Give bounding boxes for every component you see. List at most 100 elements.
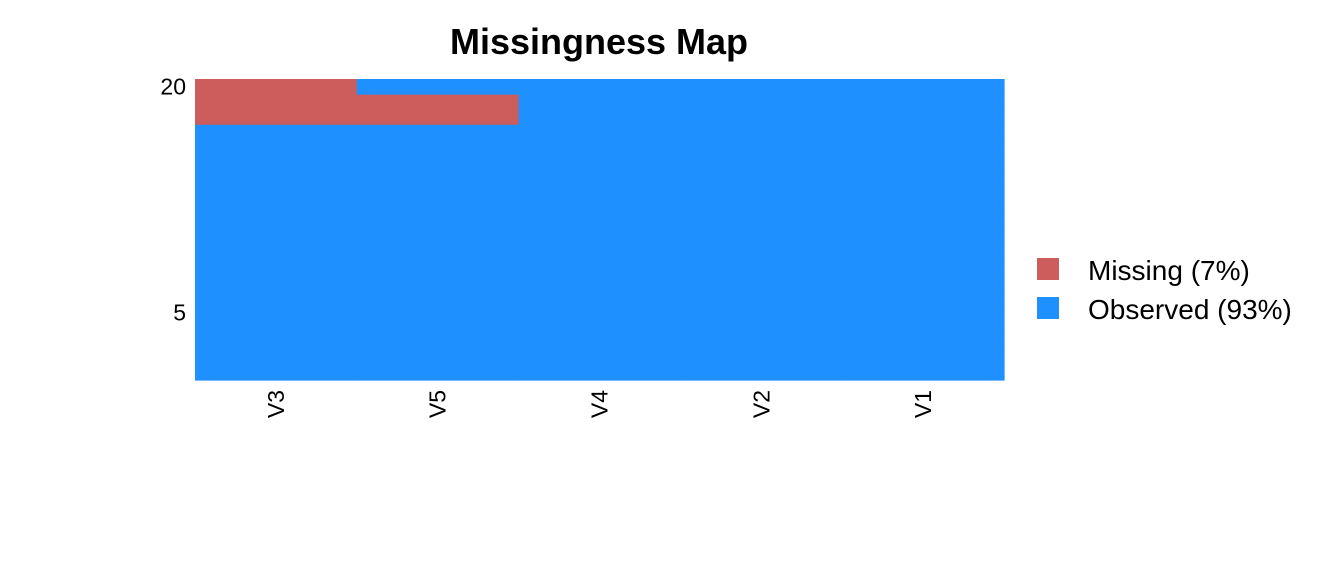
- x-tick-label-v3: V3: [263, 390, 289, 418]
- heatmap-cell-v5-row-8-observed: [356, 259, 520, 276]
- heatmap-cell-v1-row-7-observed: [842, 274, 1005, 291]
- heatmap-cell-v4-row-19-observed: [518, 94, 681, 110]
- heatmap-cell-v4-row-5-observed: [518, 304, 681, 321]
- heatmap-cell-v3-row-11-observed: [195, 214, 358, 231]
- heatmap-cell-v1-row-4-observed: [842, 319, 1005, 336]
- heatmap-cell-v3-row-15-observed: [195, 154, 358, 170]
- heatmap-cell-v5-row-12-observed: [356, 199, 520, 216]
- legend-label-missing: Missing (7%): [1088, 255, 1250, 286]
- heatmap-cell-v2-row-6-observed: [680, 289, 843, 306]
- heatmap-cell-v4-row-12-observed: [518, 199, 681, 216]
- heatmap-cell-v5-row-14-observed: [356, 169, 520, 185]
- heatmap-cell-v2-row-11-observed: [680, 214, 843, 231]
- heatmap-cell-v3-row-2-observed: [195, 349, 358, 366]
- heatmap-cell-v5-row-4-observed: [356, 319, 520, 336]
- heatmap-cell-v3-row-3-observed: [195, 334, 358, 351]
- x-axis-ticks: V3 V5 V4 V2 V1: [263, 390, 936, 418]
- heatmap-cell-v4-row-13-observed: [518, 184, 681, 200]
- heatmap-cell-v1-row-12-observed: [842, 199, 1005, 216]
- heatmap-cell-v1-row-1-observed: [842, 364, 1005, 381]
- heatmap-cell-v2-row-20-observed: [680, 79, 843, 95]
- heatmap-cell-v2-row-15-observed: [680, 154, 843, 170]
- heatmap-cell-v2-row-13-observed: [680, 184, 843, 200]
- heatmap-cell-v4-row-20-observed: [518, 79, 681, 95]
- heatmap-cell-v5-row-5-observed: [356, 304, 520, 321]
- heatmap-cell-v1-row-14-observed: [842, 169, 1005, 185]
- heatmap-cell-v1-row-18-observed: [842, 109, 1005, 125]
- heatmap-cell-v4-row-16-observed: [518, 139, 681, 155]
- heatmap-cell-v2-row-14-observed: [680, 169, 843, 185]
- heatmap-cell-v5-row-18-missing: [356, 109, 520, 125]
- y-axis-ticks: 20 5: [160, 74, 186, 326]
- heatmap-cell-v5-row-6-observed: [356, 289, 520, 306]
- heatmap-cell-v1-row-13-observed: [842, 184, 1005, 200]
- heatmap-cell-v5-row-7-observed: [356, 274, 520, 291]
- heatmap-cell-v5-row-20-observed: [356, 79, 520, 95]
- heatmap-cell-v5-row-13-observed: [356, 184, 520, 200]
- heatmap-cell-v3-row-10-observed: [195, 229, 358, 246]
- heatmap-cell-v3-row-14-observed: [195, 169, 358, 185]
- heatmap-cell-v5-row-19-missing: [356, 94, 520, 110]
- heatmap-cell-v4-row-4-observed: [518, 319, 681, 336]
- heatmap-cell-v5-row-3-observed: [356, 334, 520, 351]
- legend-label-observed: Observed (93%): [1088, 294, 1292, 325]
- heatmap-cell-v4-row-8-observed: [518, 259, 681, 276]
- heatmap-cell-v4-row-9-observed: [518, 244, 681, 261]
- heatmap-cell-v5-row-15-observed: [356, 154, 520, 170]
- legend-swatch-observed: [1037, 297, 1059, 319]
- heatmap-cell-v2-row-17-observed: [680, 124, 843, 140]
- heatmap-cell-v2-row-7-observed: [680, 274, 843, 291]
- heatmap-cell-v3-row-8-observed: [195, 259, 358, 276]
- heatmap-cell-v4-row-15-observed: [518, 154, 681, 170]
- heatmap-cell-v2-row-10-observed: [680, 229, 843, 246]
- heatmap-cell-v3-row-19-missing: [195, 94, 358, 110]
- heatmap-cell-v5-row-9-observed: [356, 244, 520, 261]
- heatmap-cell-v1-row-8-observed: [842, 259, 1005, 276]
- heatmap-cell-v1-row-16-observed: [842, 139, 1005, 155]
- heatmap-cell-v2-row-4-observed: [680, 319, 843, 336]
- heatmap-cell-v4-row-11-observed: [518, 214, 681, 231]
- heatmap-cell-v1-row-15-observed: [842, 154, 1005, 170]
- heatmap-cell-v5-row-10-observed: [356, 229, 520, 246]
- y-tick-label-5: 5: [173, 299, 186, 325]
- heatmap-cell-v1-row-9-observed: [842, 244, 1005, 261]
- heatmap-cell-v5-row-17-observed: [356, 124, 520, 140]
- heatmap-cell-v1-row-20-observed: [842, 79, 1005, 95]
- heatmap-cell-v5-row-11-observed: [356, 214, 520, 231]
- heatmap-cell-v2-row-5-observed: [680, 304, 843, 321]
- heatmap-cell-v2-row-2-observed: [680, 349, 843, 366]
- heatmap-cell-v4-row-6-observed: [518, 289, 681, 306]
- heatmap-cell-v5-row-1-observed: [356, 364, 520, 381]
- heatmap-cell-v3-row-1-observed: [195, 364, 358, 381]
- heatmap-cell-v4-row-17-observed: [518, 124, 681, 140]
- heatmap-cell-v2-row-19-observed: [680, 94, 843, 110]
- heatmap-cell-v3-row-4-observed: [195, 319, 358, 336]
- heatmap-cells: [195, 79, 1005, 381]
- heatmap-cell-v4-row-2-observed: [518, 349, 681, 366]
- x-tick-label-v4: V4: [587, 390, 613, 418]
- heatmap-cell-v1-row-3-observed: [842, 334, 1005, 351]
- heatmap-cell-v5-row-16-observed: [356, 139, 520, 155]
- heatmap-cell-v2-row-1-observed: [680, 364, 843, 381]
- x-tick-label-v5: V5: [425, 390, 451, 418]
- heatmap-cell-v1-row-5-observed: [842, 304, 1005, 321]
- legend-swatch-missing: [1037, 258, 1059, 280]
- heatmap-cell-v4-row-1-observed: [518, 364, 681, 381]
- heatmap-cell-v3-row-18-missing: [195, 109, 358, 125]
- heatmap-cell-v3-row-16-observed: [195, 139, 358, 155]
- heatmap-cell-v3-row-20-missing: [195, 79, 358, 95]
- heatmap-cell-v3-row-12-observed: [195, 199, 358, 216]
- chart-title: Missingness Map: [450, 21, 748, 62]
- x-tick-label-v1: V1: [910, 390, 936, 418]
- heatmap-cell-v1-row-10-observed: [842, 229, 1005, 246]
- heatmap-cell-v3-row-13-observed: [195, 184, 358, 200]
- heatmap-cell-v3-row-5-observed: [195, 304, 358, 321]
- heatmap-cell-v1-row-19-observed: [842, 94, 1005, 110]
- heatmap-cell-v5-row-2-observed: [356, 349, 520, 366]
- y-tick-label-20: 20: [160, 74, 186, 100]
- heatmap-cell-v2-row-3-observed: [680, 334, 843, 351]
- heatmap-cell-v2-row-12-observed: [680, 199, 843, 216]
- x-tick-label-v2: V2: [748, 390, 774, 418]
